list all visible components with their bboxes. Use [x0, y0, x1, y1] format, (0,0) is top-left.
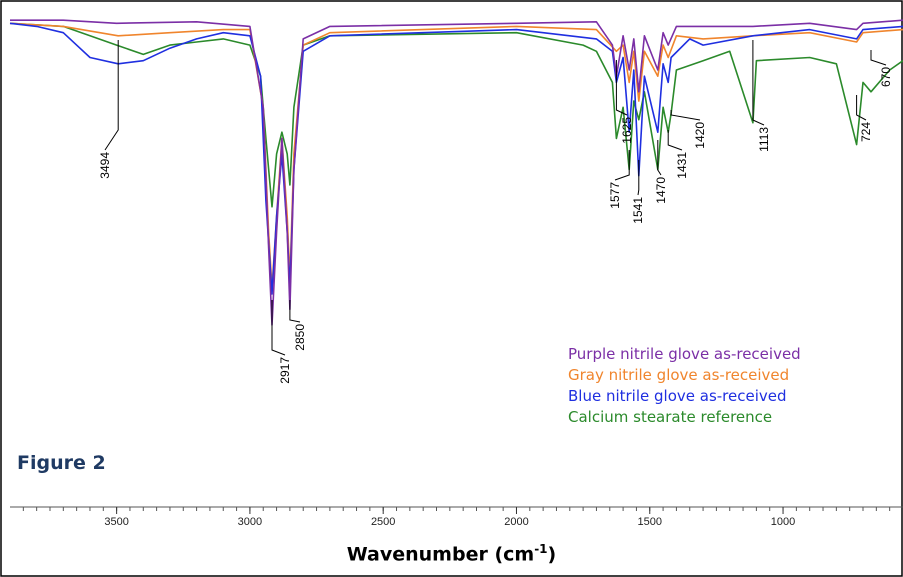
x-tick-label: 1000	[771, 516, 795, 528]
annotation-label: 1431	[675, 152, 689, 179]
figure-label: Figure 2	[17, 452, 106, 474]
annotation-leader	[870, 50, 887, 66]
series-line	[10, 19, 903, 326]
series-layer	[9, 19, 903, 326]
annotation-leader	[289, 300, 301, 323]
legend-entry-blue: Blue nitrile glove as-received	[568, 387, 787, 405]
annotation-label: 1420	[693, 122, 707, 149]
legend: Purple nitrile glove as-received Gray ni…	[568, 344, 801, 428]
legend-entry-gray: Gray nitrile glove as-received	[568, 366, 790, 384]
x-axis-label: Wavenumber (cm-1)	[0, 542, 903, 565]
x-tick-label: 2000	[504, 516, 528, 528]
annotation-leader	[637, 160, 640, 196]
annotation-leader	[104, 40, 119, 151]
annotation-leader	[271, 300, 286, 356]
annotation-label: 3494	[98, 152, 112, 179]
x-tick-label: 1500	[638, 516, 662, 528]
annotation-label: 2917	[278, 357, 292, 384]
legend-entry-purple: Purple nitrile glove as-received	[568, 345, 801, 363]
legend-entry-calcium-stearate: Calcium stearate reference	[568, 408, 773, 426]
annotation-leader	[670, 110, 701, 121]
series-line	[9, 22, 903, 289]
annotation-label: 1113	[757, 127, 771, 152]
series-line	[9, 22, 903, 295]
x-tick-label: 2500	[371, 516, 395, 528]
x-major-ticks: 3500 3000 2500 2000 1500 1000	[104, 507, 795, 528]
annotation-label: 1625	[620, 117, 634, 144]
x-tick-label: 3500	[104, 516, 128, 528]
annotation-leader	[615, 60, 628, 116]
annotation-label: 2850	[293, 324, 307, 351]
x-minor-ticks	[22, 507, 891, 511]
annotation-leader	[667, 130, 683, 151]
annotation-leader	[614, 150, 630, 181]
x-tick-label: 3000	[238, 516, 262, 528]
annotation-leader	[752, 40, 765, 126]
x-axis-label-close: )	[547, 543, 557, 566]
annotation-label: 1541	[631, 197, 645, 224]
annotation-leader	[657, 140, 662, 176]
annotation-label: 670	[879, 67, 893, 87]
series-line	[9, 22, 903, 208]
x-axis-label-superscript: -1	[534, 542, 548, 556]
annotation-leader	[856, 95, 867, 121]
annotation-label: 1577	[608, 182, 622, 209]
annotation-label: 724	[859, 122, 873, 142]
x-axis-label-main: Wavenumber (cm	[346, 543, 535, 566]
annotation-label: 1470	[654, 177, 668, 204]
